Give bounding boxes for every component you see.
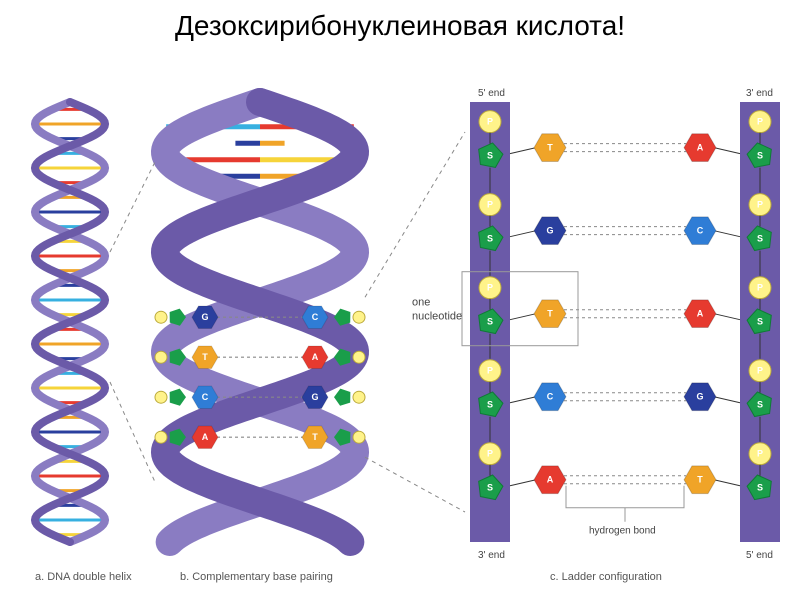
svg-text:P: P <box>487 283 493 293</box>
svg-text:S: S <box>487 151 493 161</box>
svg-text:P: P <box>487 117 493 127</box>
svg-text:S: S <box>757 400 763 410</box>
svg-text:T: T <box>202 352 208 362</box>
svg-text:S: S <box>487 317 493 327</box>
svg-text:C: C <box>202 392 209 402</box>
svg-text:G: G <box>201 312 208 322</box>
svg-text:S: S <box>487 400 493 410</box>
svg-text:C: C <box>547 392 554 402</box>
svg-text:P: P <box>487 366 493 376</box>
caption-c: c. Ladder configuration <box>550 571 662 583</box>
diagram-container: G C T A C G A T 5' end 3' end 3' end 5' end P S P S T A P S… <box>0 47 800 587</box>
svg-text:S: S <box>757 151 763 161</box>
svg-text:A: A <box>547 475 554 485</box>
svg-text:C: C <box>697 226 704 236</box>
diagram-svg: G C T A C G A T 5' end 3' end 3' end 5' end P S P S T A P S… <box>0 47 800 587</box>
caption-a: a. DNA double helix <box>35 571 132 583</box>
svg-text:P: P <box>487 200 493 210</box>
svg-text:G: G <box>311 392 318 402</box>
page-title: Дезоксирибонуклеиновая кислота! <box>0 0 800 47</box>
svg-text:P: P <box>757 283 763 293</box>
svg-text:A: A <box>202 432 209 442</box>
panel-c-ladder: 5' end 3' end 3' end 5' end P S P S T A P S P S G C P S P S… <box>412 88 780 561</box>
svg-text:G: G <box>696 392 703 402</box>
svg-text:3' end: 3' end <box>746 88 773 99</box>
svg-text:T: T <box>547 143 553 153</box>
svg-text:C: C <box>312 312 319 322</box>
svg-text:5' end: 5' end <box>478 88 505 99</box>
svg-text:P: P <box>757 449 763 459</box>
svg-text:A: A <box>697 143 704 153</box>
svg-text:P: P <box>757 366 763 376</box>
svg-text:G: G <box>546 226 553 236</box>
caption-b: b. Complementary base pairing <box>180 571 333 583</box>
svg-text:S: S <box>487 483 493 493</box>
svg-text:nucleotide: nucleotide <box>412 311 462 323</box>
svg-text:T: T <box>312 432 318 442</box>
svg-text:P: P <box>757 200 763 210</box>
svg-text:A: A <box>697 309 704 319</box>
svg-text:P: P <box>487 449 493 459</box>
svg-text:5' end: 5' end <box>746 550 773 561</box>
svg-text:A: A <box>312 352 319 362</box>
svg-text:S: S <box>757 234 763 244</box>
svg-text:S: S <box>757 317 763 327</box>
svg-text:P: P <box>757 117 763 127</box>
svg-text:S: S <box>487 234 493 244</box>
svg-text:S: S <box>757 483 763 493</box>
svg-text:hydrogen bond: hydrogen bond <box>589 526 656 537</box>
svg-text:3' end: 3' end <box>478 550 505 561</box>
svg-text:T: T <box>547 309 553 319</box>
panel-a-helix <box>35 102 105 542</box>
svg-text:one: one <box>412 297 430 309</box>
svg-text:T: T <box>697 475 703 485</box>
